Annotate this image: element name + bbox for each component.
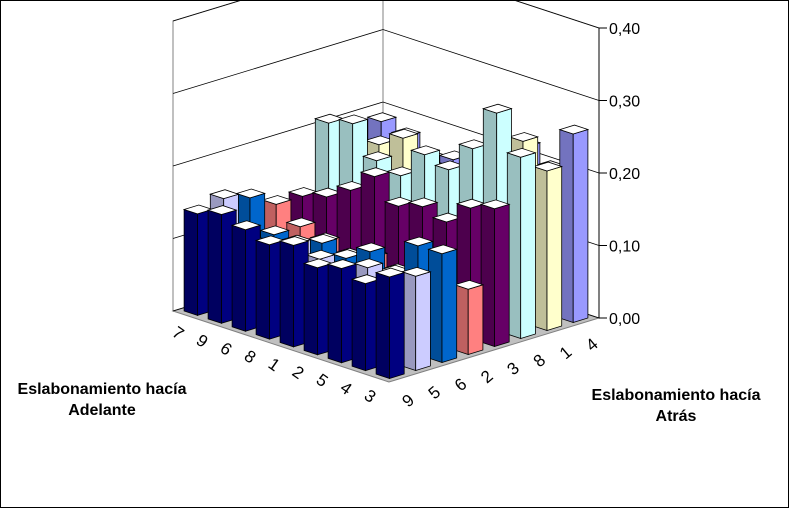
x-tick-label: 8: [241, 346, 260, 367]
x-tick-label: 1: [265, 354, 284, 375]
x-tick-label: 7: [169, 323, 188, 344]
x-axis-title: Eslabonamiento hacía Adelante: [17, 381, 187, 419]
bar: [479, 199, 511, 348]
x-tick-label: 2: [289, 362, 308, 383]
depth-tick-label: 3: [503, 358, 522, 379]
gridline: [172, 1, 600, 29]
x-tick-label: 3: [361, 386, 380, 407]
bar: [374, 267, 406, 380]
depth-axis-title: Eslabonamiento hacía Atrás: [591, 387, 761, 425]
bar: [505, 147, 537, 340]
depth-tick-label: 4: [582, 334, 601, 355]
bar: [532, 161, 564, 332]
depth-tick-label: 6: [451, 374, 470, 395]
x-tick-label: 4: [337, 378, 356, 399]
x-tick-label: 9: [193, 331, 212, 352]
bar: [427, 244, 459, 364]
bar: [558, 124, 590, 324]
gridline: [172, 29, 600, 101]
z-tick-label: 0,20: [609, 166, 640, 183]
x-tick-label: 6: [217, 338, 236, 359]
x-tick-label: 5: [313, 370, 332, 391]
bars-group: [182, 103, 590, 380]
z-tick-label: 0,30: [609, 94, 640, 111]
depth-tick-label: 9: [398, 390, 417, 411]
z-tick-label: 0,10: [609, 239, 640, 256]
depth-tick-label: 8: [530, 350, 549, 371]
z-tick-label: 0,00: [609, 311, 640, 328]
depth-tick-label: 5: [425, 382, 444, 403]
depth-tick-label: 1: [556, 342, 575, 363]
bar: [400, 266, 432, 372]
depth-tick-label: 2: [477, 366, 496, 387]
z-tick-label: 0,40: [609, 21, 640, 38]
bar: [453, 279, 485, 356]
